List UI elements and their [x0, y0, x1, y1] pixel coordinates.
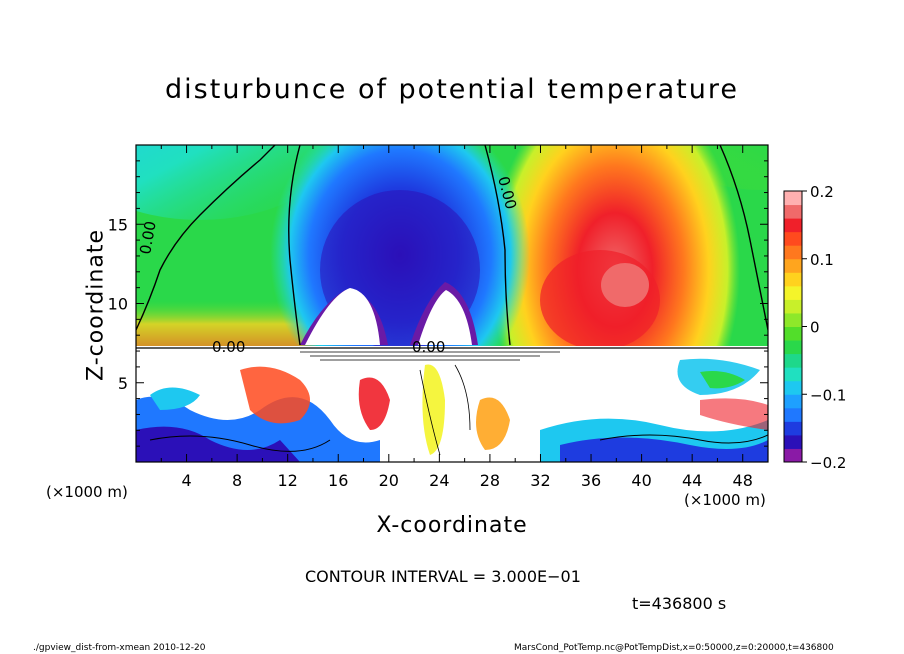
- colorbar-tick-label: −0.1: [810, 386, 846, 404]
- colorbar-ticks: 0.2 0.1 0 −0.1 −0.2: [802, 183, 846, 472]
- field-layer: [136, 145, 768, 462]
- x-tick-label: 32: [530, 471, 550, 490]
- contour-lower-mid: [419, 364, 471, 456]
- lower-orange-mid: [476, 397, 510, 450]
- colorbar-swatch: [784, 231, 802, 246]
- x-tick-label: 16: [328, 471, 348, 490]
- colorbar-tick-label: 0.2: [810, 183, 834, 201]
- lower-red-right: [700, 398, 768, 430]
- colorbar-swatch: [784, 285, 802, 300]
- contour-label: 0.00: [212, 338, 245, 356]
- colorbar-swatch: [784, 312, 802, 327]
- lower-blue-left-deep: [136, 426, 300, 462]
- x-tick-label: 12: [278, 471, 298, 490]
- lower-red-mid: [358, 377, 390, 430]
- lower-blue-right: [560, 437, 768, 462]
- contour-stack: [300, 351, 560, 361]
- cold-lobe-left-white: [305, 288, 380, 345]
- colorbar-swatch: [784, 191, 802, 206]
- x-tick-label: 8: [232, 471, 242, 490]
- colorbar-swatch: [784, 367, 802, 382]
- colorbar-swatch: [784, 434, 802, 449]
- contour-zero-left: [136, 145, 276, 331]
- contour-lower-right: [599, 434, 768, 444]
- lower-cyan-left: [150, 387, 200, 410]
- colorbar-tick-label: 0.1: [810, 251, 834, 269]
- colorbar-swatch: [784, 380, 802, 395]
- y-tick-label: 5: [118, 374, 128, 393]
- x-tick-label: 40: [631, 471, 651, 490]
- lower-green-patch: [700, 371, 745, 389]
- colorbar-swatch: [784, 204, 802, 219]
- x-axis-label: X-coordinate: [376, 513, 528, 538]
- contour-lower-left: [149, 435, 331, 452]
- colorbar-swatch: [784, 299, 802, 314]
- y-ticks: 5 10 15: [108, 160, 768, 447]
- contour-interval: CONTOUR INTERVAL = 3.000E−01: [305, 567, 581, 586]
- cold-lobe-right-white: [418, 290, 472, 345]
- colorbar-swatch: [784, 258, 802, 273]
- colorbar-swatch: [784, 245, 802, 260]
- colorbar-swatch: [784, 448, 802, 463]
- chart-title: disturbunce of potential temperature: [165, 74, 739, 105]
- x-tick-label: 48: [733, 471, 753, 490]
- contour-layer: [136, 145, 768, 456]
- colorbar-swatch: [784, 407, 802, 422]
- contour-zero-mid-left: [288, 145, 301, 346]
- colorbar-swatch: [784, 272, 802, 287]
- colorbar-tick-label: −0.2: [810, 454, 846, 472]
- contour-zero-mid-right: [484, 145, 511, 346]
- colorbar-swatch: [784, 353, 802, 368]
- y-tick-label: 10: [108, 295, 128, 314]
- footer-right: MarsCond_PotTemp.nc@PotTempDist,x=0:5000…: [514, 643, 834, 653]
- y-axis-label: Z-coordinate: [83, 229, 109, 381]
- warm-peak: [601, 263, 649, 307]
- lower-yellow-mid: [422, 364, 445, 455]
- contour-label: 0.00: [412, 338, 445, 356]
- x-tick-label: 44: [682, 471, 702, 490]
- x-tick-label: 24: [429, 471, 449, 490]
- x-tick-label: 4: [181, 471, 191, 490]
- x-tick-label: 36: [581, 471, 601, 490]
- footer-left: ./gpview_dist-from-xmean 2010-12-20: [33, 643, 206, 653]
- x-ticks: 4 8 12 16 20 24 28 32 36 40 44 48: [160, 145, 753, 490]
- x-tick-label: 28: [480, 471, 500, 490]
- y-tick-label: 15: [108, 215, 128, 234]
- colorbar-swatch: [784, 340, 802, 355]
- colorbar-swatch: [784, 326, 802, 341]
- time-label: t=436800 s: [632, 594, 727, 613]
- colorbar: [784, 191, 802, 463]
- colorbar-tick-label: 0: [810, 319, 820, 337]
- x-tick-label: 20: [379, 471, 399, 490]
- contour-label: 0.00: [136, 220, 160, 256]
- colorbar-swatch: [784, 218, 802, 233]
- colorbar-swatch: [784, 394, 802, 409]
- x-axis-unit: (×1000 m): [684, 491, 766, 509]
- y-axis-unit: (×1000 m): [46, 483, 128, 501]
- lower-red-left: [240, 366, 310, 424]
- colorbar-swatch: [784, 421, 802, 436]
